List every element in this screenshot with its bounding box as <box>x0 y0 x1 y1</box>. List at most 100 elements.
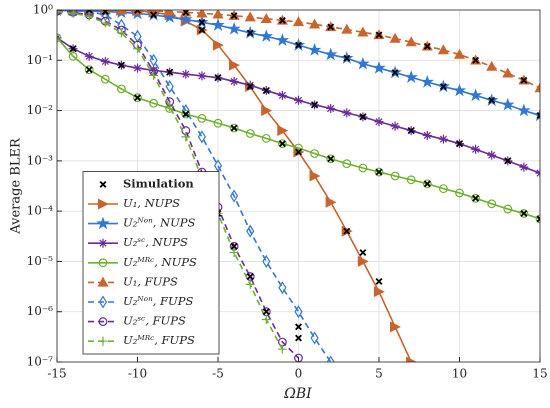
y-tick-label: 10⁻⁶ <box>27 304 54 318</box>
marker <box>504 157 512 165</box>
marker <box>84 11 94 21</box>
marker <box>503 204 513 214</box>
marker <box>438 184 448 194</box>
marker <box>277 125 289 137</box>
marker <box>536 215 540 223</box>
marker <box>327 155 335 163</box>
marker <box>311 101 319 109</box>
marker <box>259 29 274 43</box>
marker <box>405 36 417 47</box>
y-tick-label: 10⁻² <box>27 103 54 117</box>
marker <box>406 356 418 362</box>
marker <box>150 11 158 19</box>
marker <box>133 93 142 103</box>
marker <box>373 286 385 298</box>
marker <box>229 59 240 71</box>
marker <box>85 10 93 14</box>
x-tick-label: -15 <box>47 367 66 381</box>
y-tick-label: 10⁻⁴ <box>27 204 54 218</box>
marker <box>97 198 109 210</box>
marker <box>326 355 335 362</box>
marker <box>84 65 94 75</box>
marker <box>375 31 383 39</box>
marker <box>391 69 399 76</box>
data <box>57 10 540 362</box>
marker <box>198 18 206 26</box>
marker <box>359 113 367 121</box>
x-tick-label: 0 <box>295 367 303 381</box>
marker <box>390 321 401 333</box>
marker <box>439 83 447 91</box>
marker <box>486 60 498 71</box>
marker <box>471 193 481 203</box>
legend-label: U₁, NUPS <box>123 196 180 210</box>
marker <box>472 56 480 64</box>
marker <box>295 41 302 49</box>
marker <box>229 123 239 133</box>
marker <box>98 258 108 268</box>
legend-label: U₂ᴺᵒⁿ, NUPS <box>123 216 196 230</box>
marker <box>260 13 272 23</box>
marker <box>374 167 384 177</box>
marker <box>134 10 141 14</box>
marker <box>97 276 109 287</box>
series-line <box>57 10 300 359</box>
marker <box>468 88 483 102</box>
marker <box>310 149 320 158</box>
marker <box>181 104 190 118</box>
y-tick-label: 10⁰ <box>33 3 53 17</box>
marker <box>372 61 386 74</box>
marker <box>323 47 338 61</box>
marker <box>98 295 108 309</box>
marker <box>453 48 466 59</box>
marker <box>262 254 271 268</box>
marker <box>517 103 531 117</box>
marker <box>358 163 368 173</box>
marker <box>117 61 125 69</box>
marker <box>278 140 286 148</box>
marker <box>342 159 352 169</box>
marker <box>278 281 287 295</box>
marker <box>389 32 401 43</box>
legend-label: U₂ˢᶜ, FUPS <box>123 314 186 328</box>
marker <box>85 66 93 74</box>
marker <box>456 140 463 148</box>
marker <box>116 84 126 94</box>
marker <box>261 315 271 325</box>
marker <box>309 18 321 29</box>
marker <box>261 105 273 117</box>
marker <box>149 53 158 67</box>
marker <box>295 323 302 331</box>
marker <box>230 242 238 250</box>
marker <box>375 278 383 285</box>
marker <box>342 108 352 118</box>
x-tick-label: 10 <box>452 367 467 381</box>
marker <box>116 28 126 38</box>
marker <box>438 134 448 144</box>
marker <box>536 112 540 119</box>
marker <box>455 188 464 198</box>
y-axis-label: Average BLER <box>9 137 24 235</box>
marker <box>390 171 400 181</box>
marker <box>100 18 110 28</box>
marker <box>277 90 287 100</box>
marker <box>197 130 206 144</box>
marker <box>246 273 254 281</box>
marker <box>375 168 383 176</box>
marker <box>165 102 175 112</box>
marker <box>325 196 337 208</box>
marker <box>422 130 432 140</box>
legend-label: Simulation <box>123 176 194 190</box>
marker <box>164 10 176 16</box>
marker <box>98 238 108 248</box>
marker <box>326 103 336 113</box>
marker <box>359 249 367 257</box>
marker <box>101 10 109 16</box>
marker <box>100 74 110 84</box>
marker <box>197 113 207 123</box>
legend-label: U₂ᴺᵒⁿ, FUPS <box>123 294 193 308</box>
marker <box>181 132 191 142</box>
marker <box>212 39 224 51</box>
legend: Simulation U₁, NUPS U₂ᴺᵒⁿ, NUPS U₂ˢᶜ, NUPS U… <box>82 171 220 355</box>
